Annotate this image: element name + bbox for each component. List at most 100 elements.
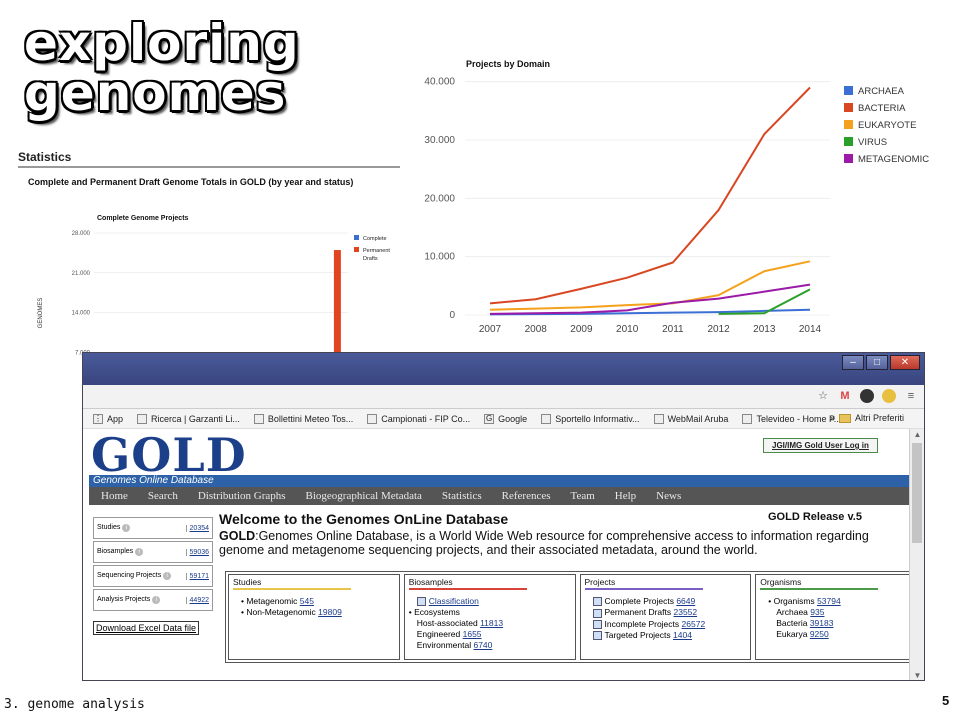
- y-axis-label: GENOMES: [38, 298, 44, 329]
- menu-statistics[interactable]: Statistics: [441, 490, 482, 502]
- y-tick-label: 28.000: [72, 231, 91, 237]
- legend-label: VIRUS: [858, 137, 887, 148]
- left-stats-panel: Studies i 20354 Biosamples i 59036 Sequencin…: [93, 517, 213, 636]
- page-icon: [541, 413, 552, 424]
- gold-subtitle: Genomes Online Database: [89, 475, 909, 487]
- bookmark-televideo[interactable]: Televideo - Home P...: [742, 413, 841, 424]
- scroll-up-icon[interactable]: ▲: [913, 430, 922, 439]
- stat-studies: Studies i 20354: [93, 517, 213, 539]
- menu-news[interactable]: News: [656, 490, 682, 502]
- y-tick-label: 40.000: [424, 77, 455, 88]
- y-tick-label: 10.000: [424, 252, 455, 263]
- legend-label: Complete: [363, 236, 387, 242]
- statistics-header: Statistics Complete and Permanent Draft …: [18, 150, 400, 187]
- minimize-button[interactable]: –: [842, 355, 864, 370]
- menu-icon[interactable]: ≡: [907, 390, 915, 402]
- summary-boxes: Studies • Metagenomic 545 • Non-Metageno…: [225, 571, 924, 663]
- projects-box: Projects Complete Projects 6649 Permanen…: [579, 574, 752, 660]
- page-icon: [742, 413, 753, 424]
- maximize-button[interactable]: □: [866, 355, 888, 370]
- close-button[interactable]: ✕: [890, 355, 920, 370]
- gmail-icon[interactable]: M: [840, 390, 850, 402]
- page-number: 5: [942, 693, 950, 708]
- browser-toolbar: ☆ M ≡: [83, 385, 924, 409]
- slide-footer: 3. genome analysis: [4, 697, 145, 712]
- projects-accent-bar: [584, 588, 703, 590]
- page-icon: [367, 413, 378, 424]
- organisms-box: Organisms • Organisms 53794 Archaea 935 …: [755, 574, 924, 660]
- info-icon[interactable]: i: [163, 572, 172, 580]
- x-tick-label: 2010: [616, 324, 639, 335]
- list-item: Permanent Drafts 23552: [585, 607, 747, 618]
- x-tick-label: 2013: [753, 324, 776, 335]
- extension-gold-icon[interactable]: [882, 389, 896, 403]
- bookmark-google[interactable]: G Google: [484, 413, 528, 424]
- incomplete-projects-icon: [592, 619, 602, 629]
- google-icon: G: [484, 413, 495, 424]
- gold-page: GOLD JGI/IMG Gold User Log in Genomes On…: [83, 428, 924, 680]
- folder-icon: [838, 413, 851, 423]
- login-button[interactable]: JGI/IMG Gold User Log in: [763, 438, 878, 453]
- scrollbar[interactable]: ▲ ▼: [909, 429, 924, 680]
- list-item: • Non-Metagenomic 19809: [241, 607, 342, 617]
- bookmark-webmail[interactable]: WebMail Aruba: [653, 413, 728, 424]
- browser-titlebar: – □ ✕: [83, 353, 924, 385]
- legend-swatch: [844, 137, 853, 146]
- info-icon[interactable]: i: [122, 524, 131, 532]
- bookmarks-folder[interactable]: » Altri Preferiti: [830, 413, 904, 423]
- x-tick-label: 2014: [799, 324, 822, 335]
- menu-biogeographical-metadata[interactable]: Biogeographical Metadata: [305, 490, 422, 502]
- legend-label: Permanent: [363, 248, 390, 254]
- scroll-thumb[interactable]: [912, 443, 922, 543]
- list-item: Environmental 6740: [416, 640, 493, 651]
- menu-distribution-graphs[interactable]: Distribution Graphs: [197, 490, 286, 502]
- legend-swatch: [354, 235, 359, 240]
- release-label: GOLD Release v.5: [768, 511, 862, 523]
- list-item: Host-associated 11813: [416, 618, 504, 629]
- targeted-projects-icon: [592, 631, 602, 640]
- bookmark-app[interactable]: ⋮ App: [93, 413, 124, 424]
- legend-label: ARCHAEA: [858, 86, 905, 97]
- list-item: Incomplete Projects 26572: [585, 619, 747, 629]
- legend-swatch: [844, 154, 853, 163]
- series-line-bacteria: [489, 86, 811, 305]
- star-icon[interactable]: ☆: [818, 390, 828, 402]
- extension-dark-icon[interactable]: [860, 389, 874, 403]
- bookmarks-folder-label: Altri Preferiti: [854, 413, 904, 423]
- classification-link[interactable]: Classification: [409, 596, 571, 607]
- bookmark-garzanti[interactable]: Ricerca | Garzanti Li...: [137, 413, 240, 424]
- bar-permanent-drafts: [333, 250, 341, 392]
- bookmark-meteo[interactable]: Bollettini Meteo Tos...: [253, 413, 353, 424]
- legend-swatch: [354, 247, 359, 252]
- legend-label: METAGENOMIC: [858, 154, 929, 165]
- stat-studies-value[interactable]: 20354: [185, 524, 209, 532]
- menu-team[interactable]: Team: [570, 490, 595, 502]
- menu-help[interactable]: Help: [614, 490, 637, 502]
- bookmark-sportello[interactable]: Sportello Informativ...: [541, 413, 640, 424]
- menu-search[interactable]: Search: [147, 490, 178, 502]
- stat-biosamples-value[interactable]: 59036: [185, 548, 209, 556]
- studies-box: Studies • Metagenomic 545 • Non-Metageno…: [228, 574, 400, 660]
- y-tick-label: 14.000: [72, 311, 91, 317]
- info-icon[interactable]: i: [152, 596, 161, 604]
- y-tick-label: 0: [449, 310, 455, 321]
- x-tick-label: 2008: [525, 324, 548, 335]
- gold-menu: Home Search Distribution Graphs Biogeogr…: [89, 487, 909, 505]
- info-icon[interactable]: i: [135, 548, 144, 556]
- menu-references[interactable]: References: [501, 490, 551, 502]
- biosamples-box: Biosamples Classification • Ecosystems H…: [403, 574, 576, 660]
- y-tick-label: 21.000: [72, 271, 91, 277]
- stat-analysis-projects: Analysis Projects i 44922: [93, 589, 213, 611]
- gold-logo[interactable]: GOLD: [91, 428, 247, 482]
- slide-title-line2: genomes: [24, 64, 287, 122]
- scroll-down-icon[interactable]: ▼: [913, 671, 922, 680]
- menu-home[interactable]: Home: [101, 490, 128, 502]
- bookmark-fip[interactable]: Campionati - FIP Co...: [367, 413, 470, 424]
- download-excel-button[interactable]: Download Excel Data file: [93, 621, 200, 635]
- biosamples-accent-bar: [408, 588, 527, 590]
- statistics-heading: Statistics: [18, 150, 72, 164]
- stat-analysis-value[interactable]: 44922: [185, 596, 209, 604]
- chart-title: Projects by Domain: [466, 59, 550, 69]
- stat-sequencing-value[interactable]: 59171: [185, 572, 209, 580]
- bookmarks-more[interactable]: »: [829, 413, 835, 423]
